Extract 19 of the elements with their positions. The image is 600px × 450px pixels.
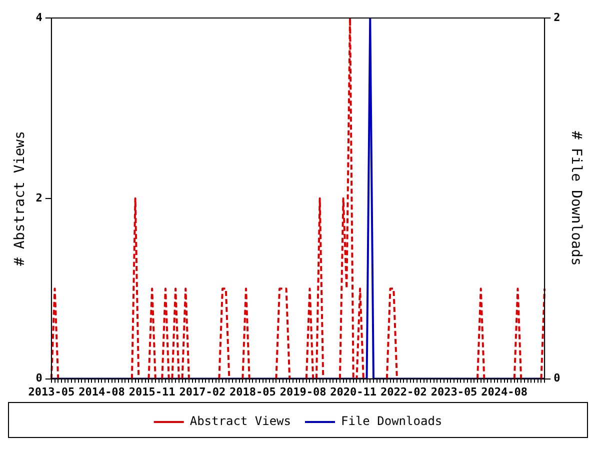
- x-tick-label: 2024-08: [481, 385, 528, 398]
- x-tick-label: 2018-05: [230, 385, 276, 398]
- y-axis-title: # Abstract Views: [12, 130, 28, 266]
- y-tick-label: 0: [36, 372, 42, 385]
- y-tick-label: 2: [36, 191, 42, 204]
- y2-tick-label: 2: [554, 10, 560, 24]
- legend-label: Abstract Views: [190, 414, 292, 428]
- x-tick-label: 2023-05: [430, 385, 478, 398]
- y-tick-label: 4: [36, 10, 43, 24]
- y2-tick-label: 0: [554, 372, 560, 385]
- x-tick-label: 2022-02: [380, 385, 427, 398]
- x-tick-label: 2020-11: [330, 385, 377, 398]
- x-tick-label: 2017-02: [179, 385, 226, 398]
- x-tick-label: 2013-05: [28, 385, 75, 398]
- y2-axis-title: # File Downloads: [568, 130, 584, 266]
- x-tick-label: 2015-11: [128, 385, 176, 398]
- x-tick-label: 2014-08: [78, 385, 125, 398]
- legend-label: File Downloads: [341, 414, 442, 428]
- x-tick-label: 2019-08: [280, 385, 326, 398]
